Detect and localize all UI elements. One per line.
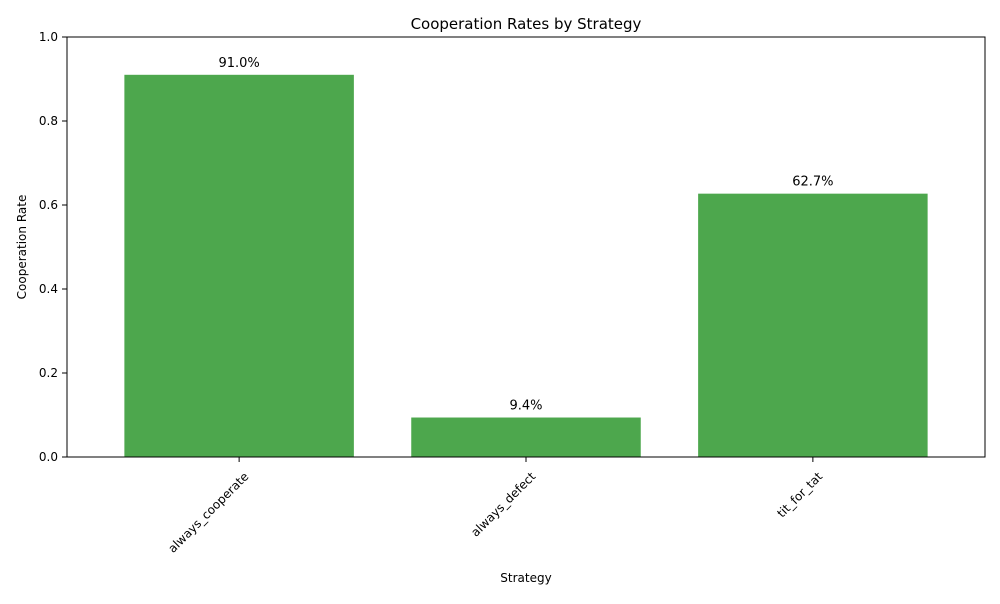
chart-title: Cooperation Rates by Strategy — [411, 15, 642, 33]
y-tick-label: 0.0 — [39, 450, 58, 464]
plot-frame — [66, 36, 986, 458]
x-tick-label: always_defect — [468, 469, 538, 539]
x-tick-label: always_cooperate — [165, 469, 251, 555]
data-label-tit-for-tat: 62.7% — [792, 175, 833, 190]
y-tick-label: 0.6 — [39, 198, 58, 212]
x-axis: always_cooperate always_defect tit_for_tat — [165, 457, 825, 556]
data-labels-layer: 91.0% 9.4% 62.7% — [218, 56, 833, 414]
y-tick-label: 1.0 — [39, 30, 58, 44]
bar-tit-for-tat — [698, 193, 928, 457]
data-label-always-defect: 9.4% — [509, 399, 542, 414]
y-tick-label: 0.8 — [39, 114, 58, 128]
y-tick-label: 0.4 — [39, 282, 58, 296]
y-axis: 0.0 0.2 0.4 0.6 0.8 1.0 — [39, 30, 67, 464]
x-tick-label: tit_for_tat — [774, 469, 825, 520]
y-axis-label: Cooperation Rate — [15, 195, 29, 300]
bar-always-cooperate — [124, 74, 354, 458]
bar-always-defect — [411, 417, 641, 457]
data-label-always-cooperate: 91.0% — [218, 56, 259, 71]
bars-layer — [124, 74, 928, 458]
y-tick-label: 0.2 — [39, 366, 58, 380]
x-axis-label: Strategy — [500, 571, 551, 585]
